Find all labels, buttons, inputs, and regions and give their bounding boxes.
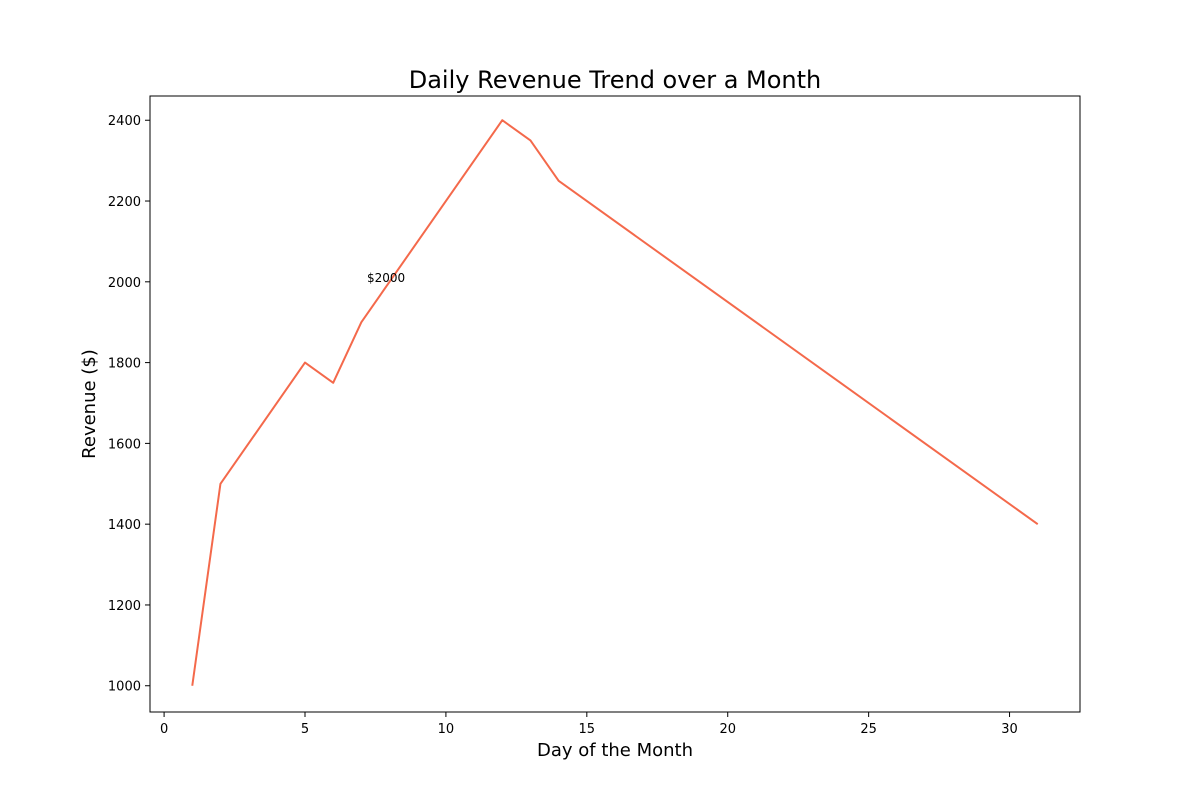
y-tick-label: 2000 [108, 276, 141, 291]
x-tick-label: 30 [1001, 722, 1018, 737]
y-tick-label: 1800 [108, 357, 141, 372]
y-tick-label: 1200 [108, 599, 141, 614]
axes-frame [149, 95, 1081, 713]
x-tick-label: 5 [301, 722, 309, 737]
data-annotation: $2000 [367, 271, 405, 285]
y-tick-label: 1400 [108, 518, 141, 533]
x-tick-label: 0 [160, 722, 168, 737]
x-tick-label: 25 [860, 722, 877, 737]
series-line-1 [191, 119, 1039, 686]
chart-title: Daily Revenue Trend over a Month [409, 66, 822, 94]
y-tick-label: 1000 [108, 680, 141, 695]
y-tick-label: 2200 [108, 195, 141, 210]
x-axis-title: Day of the Month [537, 740, 693, 761]
y-axis-title: Revenue ($) [79, 349, 100, 459]
x-tick-label: 20 [719, 722, 736, 737]
x-tick-label: 10 [438, 722, 455, 737]
x-tick-label: 15 [579, 722, 596, 737]
plot-area: 0 5 10 15 20 25 30 1000 1200 1400 1600 1800 2000 2200… [108, 95, 1081, 737]
y-tick-label: 2400 [108, 114, 141, 129]
y-tick-label: 1600 [108, 437, 141, 452]
